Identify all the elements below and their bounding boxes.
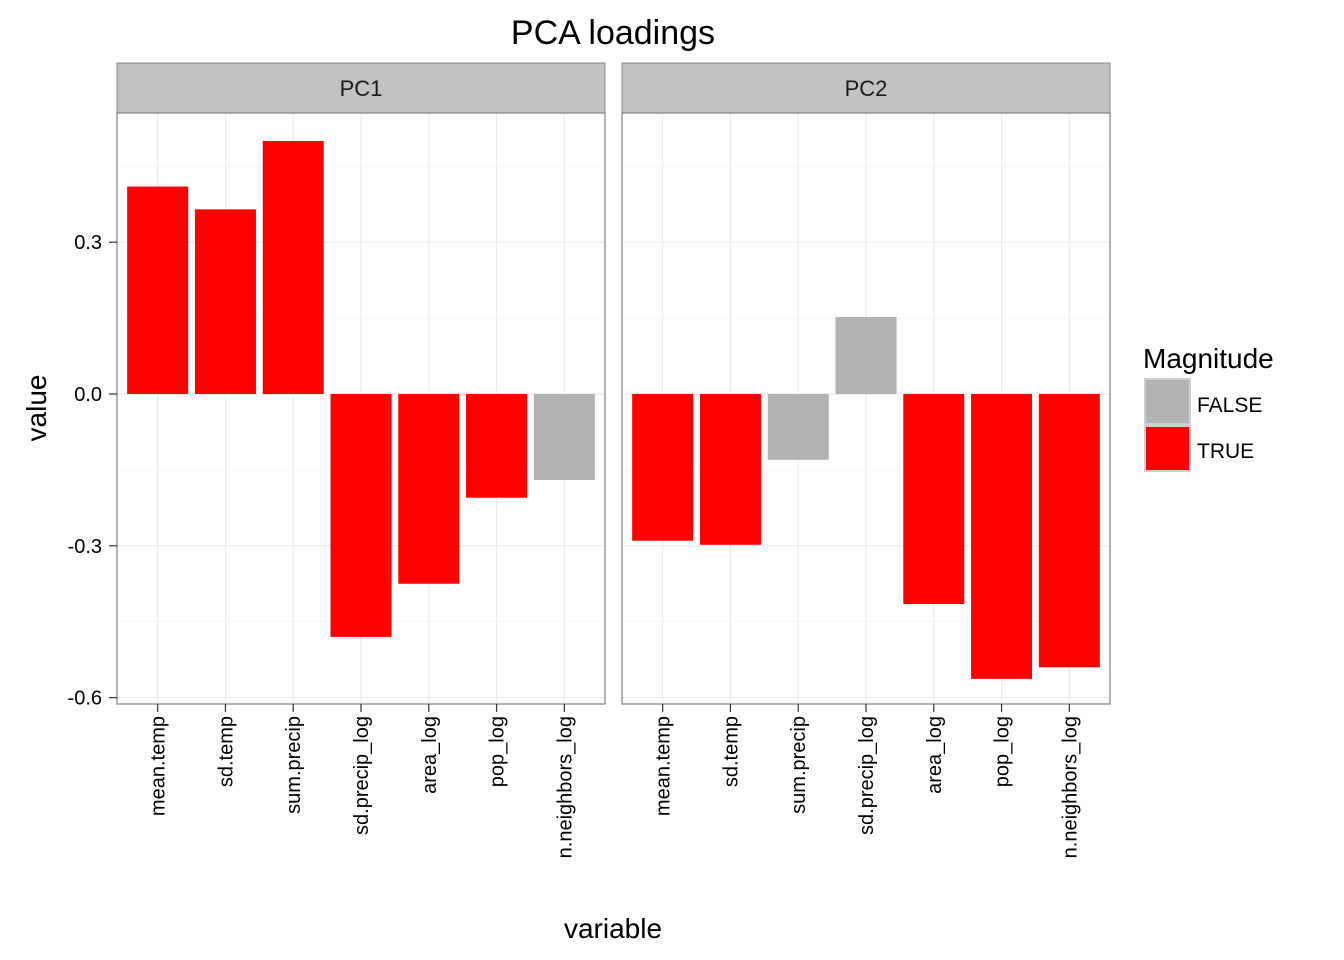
facet-strip-pc1 — [116, 62, 606, 114]
facet-strip-pc2 — [621, 62, 1111, 114]
bar-pc2-pop-log — [971, 394, 1033, 679]
bar-pc2-mean-temp — [632, 394, 694, 541]
legend-key-false — [1144, 378, 1191, 425]
y-axis-title: value — [21, 375, 52, 442]
y-tick-label: -0.6 — [68, 688, 102, 710]
legend: Magnitude FALSE TRUE — [1143, 343, 1274, 472]
x-tick-label: n.neighbors_log — [554, 716, 576, 858]
legend-key-true — [1144, 425, 1191, 472]
bar-pc1-sum-precip — [262, 141, 324, 394]
bar-pc1-area-log — [398, 394, 460, 584]
bar-pc2-sd-precip-log — [835, 317, 897, 394]
y-tick-label: -0.3 — [68, 536, 102, 558]
x-axis-pc1: mean.temp sd.temp sum.precip sd.precip_log a… — [148, 704, 576, 858]
x-tick-label: mean.temp — [653, 716, 675, 816]
legend-title: Magnitude — [1143, 343, 1274, 374]
bars-pc1 — [127, 141, 595, 637]
bar-pc1-pop-log — [466, 394, 528, 498]
facet-label-pc2: PC2 — [845, 76, 888, 101]
bars-pc2 — [632, 317, 1100, 679]
x-axis-title: variable — [564, 913, 662, 944]
y-axis: -0.6 -0.3 0.0 0.3 — [68, 232, 117, 710]
bar-pc1-n-neighbors-log — [533, 394, 595, 481]
x-tick-label: n.neighbors_log — [1059, 716, 1081, 858]
chart-title: PCA loadings — [511, 14, 715, 52]
bar-pc2-area-log — [903, 394, 965, 604]
x-tick-label: area_log — [419, 716, 441, 794]
bar-pc1-sd-temp — [194, 209, 256, 394]
bar-pc2-n-neighbors-log — [1038, 394, 1100, 668]
x-tick-label: sd.temp — [215, 716, 237, 787]
x-tick-label: sd.precip_log — [856, 716, 878, 835]
x-tick-label: mean.temp — [148, 716, 170, 816]
bar-pc1-mean-temp — [127, 186, 189, 394]
legend-label-true: TRUE — [1197, 440, 1254, 463]
x-tick-label: pop_log — [487, 716, 509, 787]
bar-pc2-sd-temp — [699, 394, 761, 545]
x-tick-label: sum.precip — [283, 716, 305, 814]
x-tick-label: sd.temp — [720, 716, 742, 787]
x-tick-label: sum.precip — [788, 716, 810, 814]
y-tick-label: 0.3 — [74, 232, 102, 254]
x-tick-label: pop_log — [992, 716, 1014, 787]
bar-pc2-sum-precip — [767, 394, 829, 460]
x-tick-label: area_log — [924, 716, 946, 794]
facet-label-pc1: PC1 — [340, 76, 383, 101]
y-tick-label: 0.0 — [74, 384, 102, 406]
legend-label-false: FALSE — [1197, 394, 1262, 417]
x-axis-pc2: mean.temp sd.temp sum.precip sd.precip_log a… — [653, 704, 1081, 858]
bar-pc1-sd-precip-log — [330, 394, 392, 637]
facet-pc1: PC1 mean.temp sd.temp sum.precip sd.precip_… — [116, 62, 606, 858]
facet-pc2: PC2 mean.temp sd.temp sum.precip sd.precip_… — [621, 62, 1111, 858]
x-tick-label: sd.precip_log — [351, 716, 373, 835]
